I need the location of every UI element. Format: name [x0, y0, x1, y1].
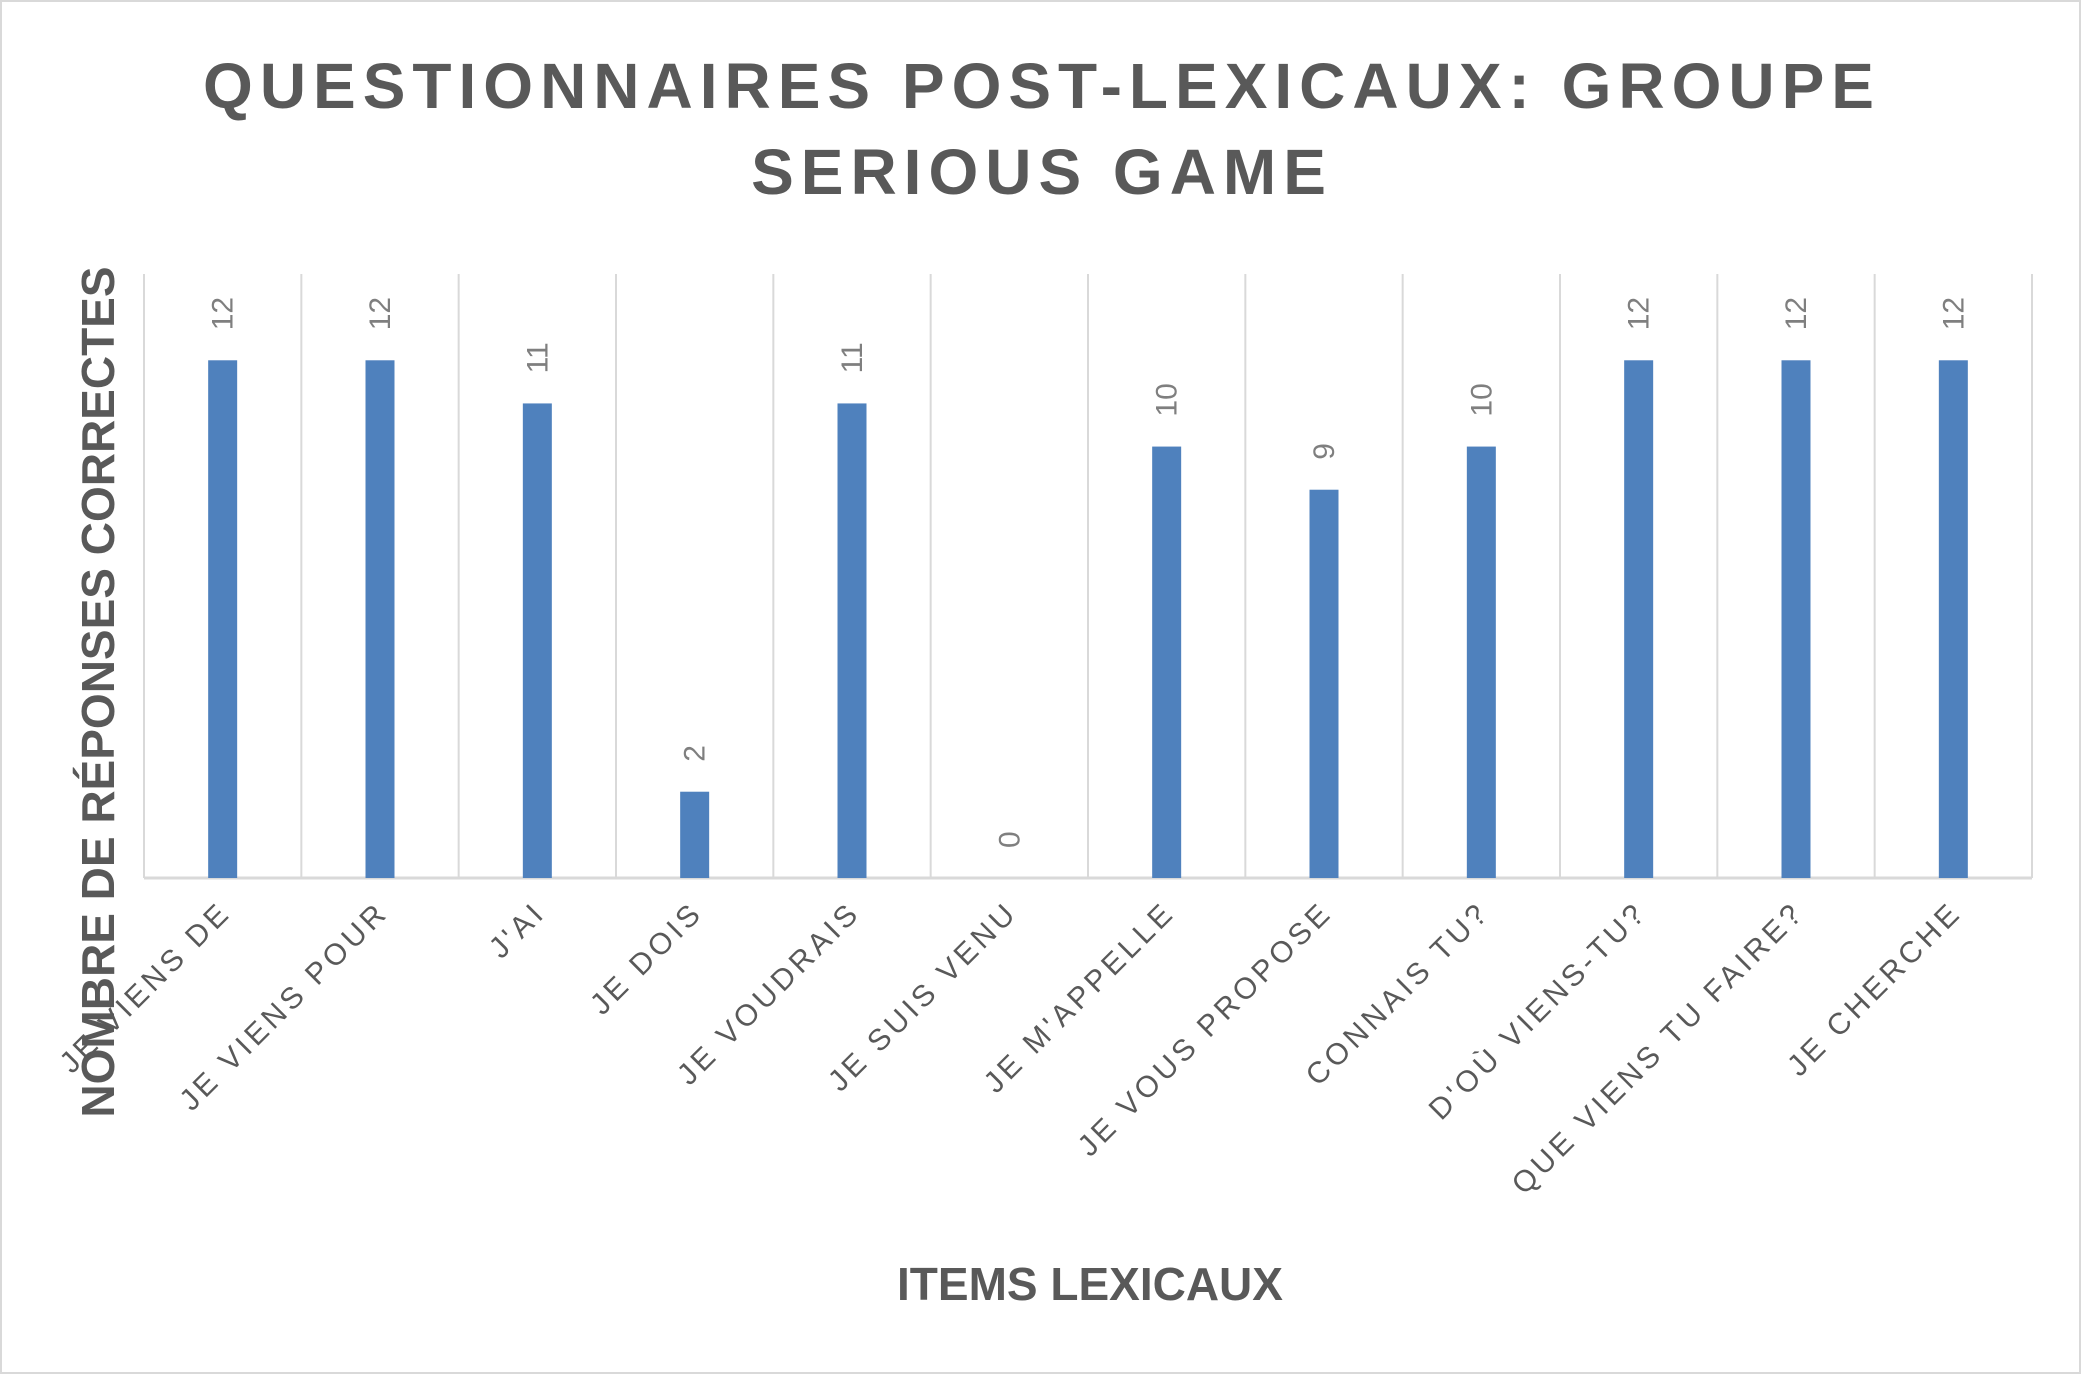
data-label: 0 [993, 831, 1026, 848]
data-label: 2 [679, 745, 712, 762]
bar [1152, 446, 1182, 878]
bar [837, 403, 867, 878]
chart-title-line-1: QUESTIONNAIRES POST-LEXICAUX: GROUPE [203, 50, 1881, 122]
bar [365, 360, 395, 878]
x-axis-title: ITEMS LEXICAUX [897, 1258, 1283, 1310]
data-labels: 12 12 11 2 11 0 10 9 10 12 12 12 [207, 297, 1971, 848]
x-tick-label: J'AI [483, 896, 552, 965]
data-label: 12 [1780, 297, 1813, 330]
bar [1309, 489, 1339, 878]
bars [208, 360, 1968, 878]
bar [1938, 360, 1968, 878]
data-label: 10 [1465, 383, 1498, 416]
data-label: 10 [1151, 383, 1184, 416]
bar [522, 403, 552, 878]
bar [1624, 360, 1654, 878]
x-tick-label: JE CHERCHE [1781, 896, 1968, 1083]
data-label: 12 [1623, 297, 1656, 330]
data-label: 11 [521, 342, 554, 373]
data-label: 12 [364, 297, 397, 330]
x-tick-label: QUE VIENS TU FAIRE? [1506, 896, 1811, 1201]
data-label: 9 [1308, 443, 1341, 460]
bar [1781, 360, 1811, 878]
x-tick-label: JE DOIS [584, 896, 710, 1022]
gridlines [143, 274, 2033, 880]
x-tick-label: JE VOUS PROPOSE [1072, 896, 1339, 1163]
bar [1466, 446, 1496, 878]
bar [680, 791, 710, 878]
data-label: 11 [836, 342, 869, 373]
data-label: 12 [207, 297, 240, 330]
data-label: 12 [1937, 297, 1970, 330]
chart-title-line-2: SERIOUS GAME [751, 136, 1333, 208]
y-axis-title: NOMBRE DE RÉPONSES CORRECTES [72, 266, 124, 1117]
bar [208, 360, 238, 878]
